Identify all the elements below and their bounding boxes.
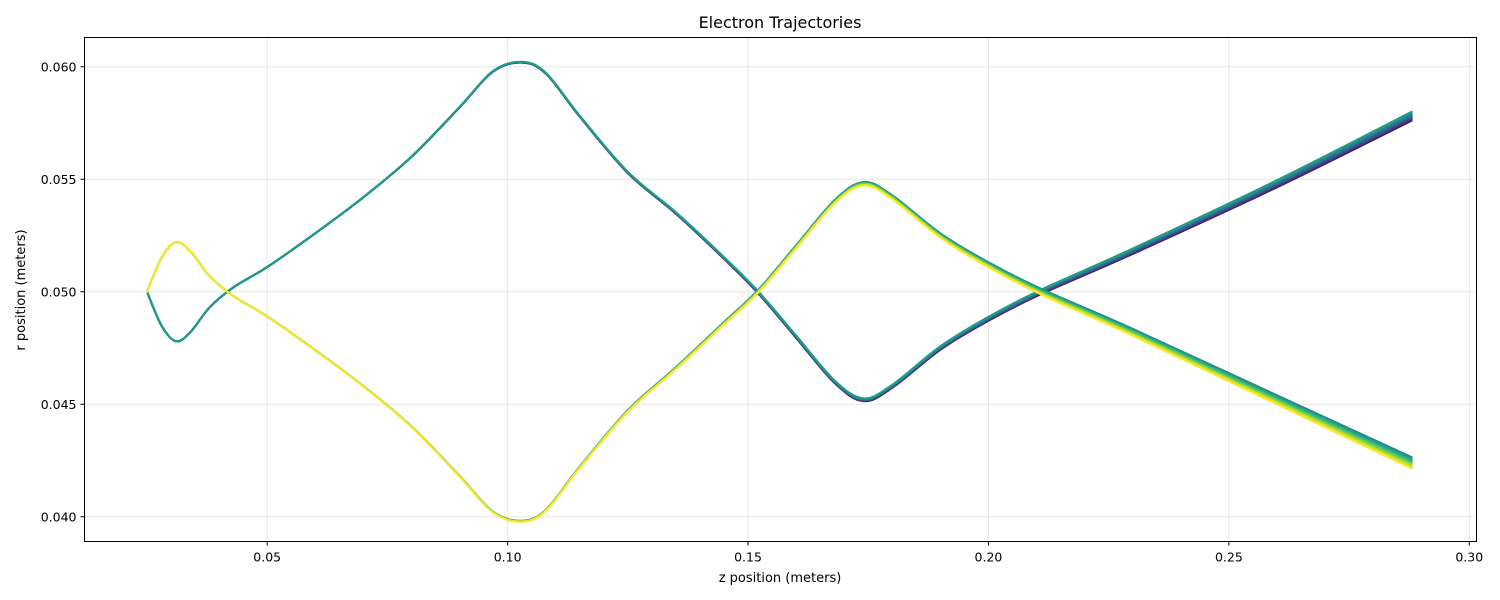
trajectory-line (146, 61, 1413, 401)
trajectory-line (146, 61, 1413, 402)
y-tick-label: 0.045 (41, 397, 77, 412)
trajectory-line (146, 184, 1413, 523)
trajectory-line (146, 60, 1413, 400)
x-tick-label: 0.05 (253, 550, 281, 565)
trajectory-line (146, 61, 1413, 402)
trajectory-line (146, 183, 1413, 523)
trajectory-line (146, 183, 1413, 523)
y-axis-label: r position (meters) (14, 229, 29, 350)
x-tick-label: 0.15 (734, 550, 762, 565)
trajectory-layer (146, 60, 1413, 523)
y-tick-label: 0.040 (41, 509, 77, 524)
trajectory-line (146, 182, 1413, 523)
trajectory-line (146, 181, 1413, 522)
trajectory-line (146, 61, 1413, 401)
y-tick-label: 0.060 (41, 59, 77, 74)
x-tick-label: 0.30 (1455, 550, 1483, 565)
x-axis-label: z position (meters) (719, 571, 842, 586)
trajectory-line (146, 61, 1413, 402)
trajectory-line (146, 180, 1413, 522)
chart-title: Electron Trajectories (699, 13, 862, 32)
y-tick-label: 0.055 (41, 172, 77, 187)
trajectory-line (146, 60, 1413, 400)
trajectory-line (146, 183, 1413, 523)
grid (84, 37, 1477, 542)
trajectory-line (146, 182, 1413, 523)
trajectory-line (146, 182, 1413, 523)
x-axis: 0.05 0.10 0.15 0.20 0.25 0.30 (253, 541, 1483, 565)
trajectory-line (146, 61, 1413, 402)
trajectory-line (146, 60, 1413, 400)
y-axis: 0.040 0.045 0.050 0.055 0.060 (41, 59, 85, 524)
trajectory-line (146, 184, 1413, 523)
trajectory-line (146, 181, 1413, 522)
x-tick-label: 0.25 (1215, 550, 1243, 565)
y-tick-label: 0.050 (41, 284, 77, 299)
x-tick-label: 0.10 (494, 550, 522, 565)
trajectory-line (146, 61, 1413, 403)
x-tick-label: 0.20 (975, 550, 1003, 565)
plot-frame (84, 37, 1477, 542)
trajectory-line (146, 61, 1413, 401)
